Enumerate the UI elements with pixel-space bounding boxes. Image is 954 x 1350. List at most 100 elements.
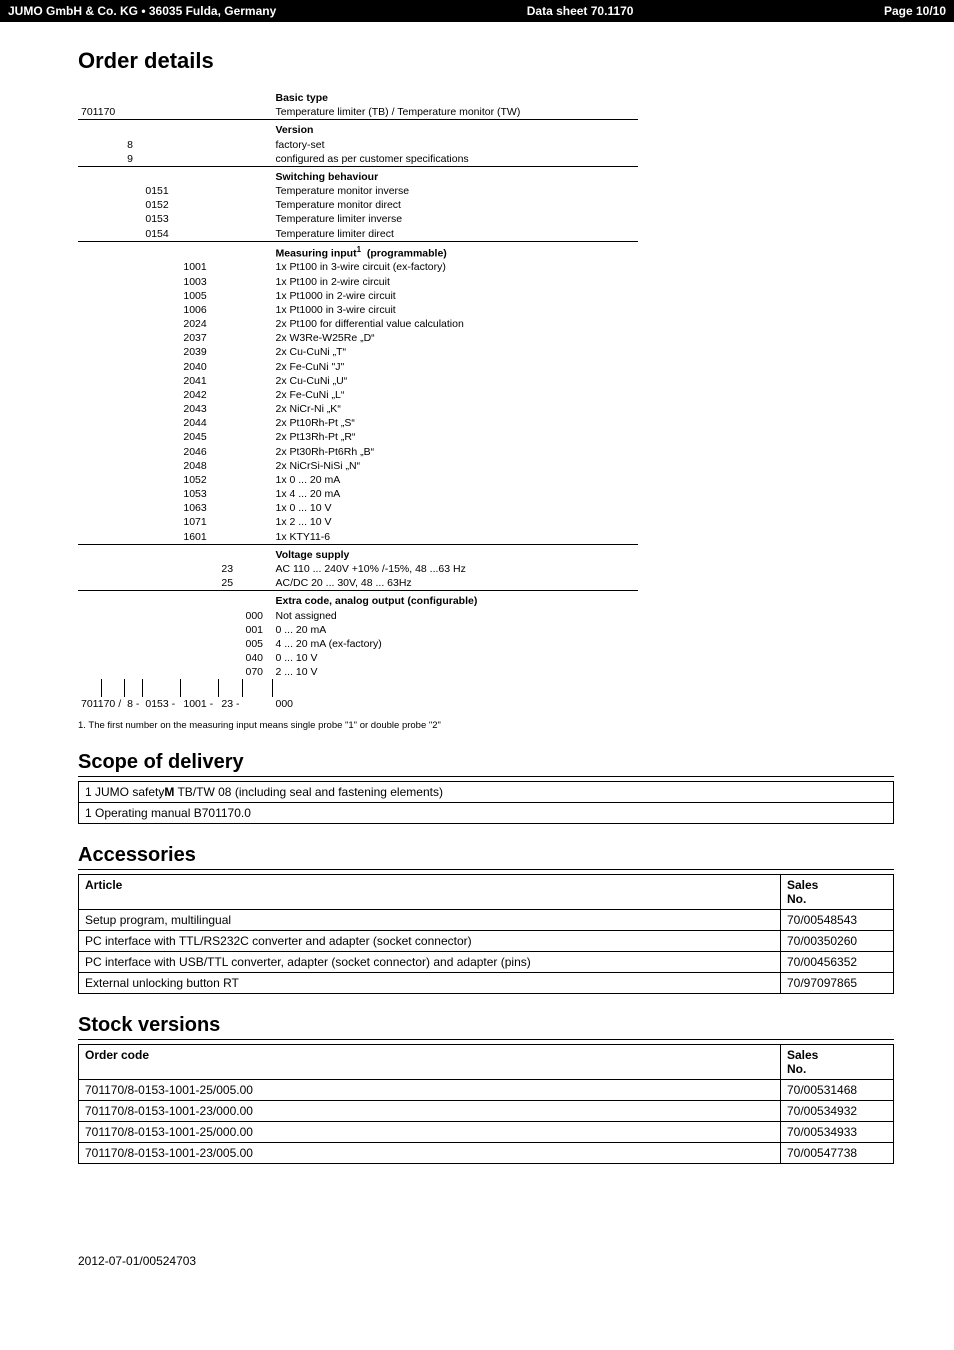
order-desc: 0 ... 20 mA — [272, 623, 638, 637]
order-desc: 1x Pt1000 in 3-wire circuit — [272, 303, 638, 317]
order-desc: 1x Pt1000 in 2-wire circuit — [272, 289, 638, 303]
order-desc: 1x 4 ... 20 mA — [272, 487, 638, 501]
header-mid: Data sheet 70.1170 — [527, 4, 634, 18]
order-code: 2024 — [180, 317, 218, 331]
order-table: Basic type 701170 Temperature limiter (T… — [78, 88, 638, 712]
table-cell: 70/00456352 — [781, 951, 894, 972]
order-desc: 2x Pt30Rh-Pt6Rh „B“ — [272, 445, 638, 459]
order-code: 2043 — [180, 402, 218, 416]
acc-col-article: Article — [79, 874, 781, 909]
accessories-table: Article Sales No. Setup program, multili… — [78, 874, 894, 994]
table-cell: 70/00547738 — [781, 1142, 894, 1163]
order-desc: 2x Fe-CuNi "J" — [272, 360, 638, 374]
order-desc: AC/DC 20 ... 30V, 48 ... 63Hz — [272, 576, 638, 591]
order-code: 2048 — [180, 459, 218, 473]
basic-type-label: Basic type — [272, 88, 638, 105]
order-footnote: 1. The first number on the measuring inp… — [78, 720, 894, 731]
order-code: 001 — [242, 623, 272, 637]
accessories-title: Accessories — [78, 844, 894, 870]
order-desc: configured as per customer specification… — [272, 152, 638, 167]
order-desc: factory-set — [272, 138, 638, 152]
order-desc: 2x W3Re-W25Re „D“ — [272, 331, 638, 345]
order-code: 2039 — [180, 345, 218, 359]
order-desc: Not assigned — [272, 609, 638, 623]
table-cell: 701170/8-0153-1001-23/005.00 — [79, 1142, 781, 1163]
order-desc: 1x Pt100 in 2-wire circuit — [272, 275, 638, 289]
table-cell: 70/00534933 — [781, 1121, 894, 1142]
switching-label: Switching behaviour — [272, 166, 638, 184]
table-cell: PC interface with TTL/RS232C converter a… — [79, 930, 781, 951]
order-code: 1053 — [180, 487, 218, 501]
page-header: JUMO GmbH & Co. KG • 36035 Fulda, German… — [0, 0, 954, 22]
order-desc: 2x NiCr-Ni „K“ — [272, 402, 638, 416]
order-code: 2045 — [180, 430, 218, 444]
stock-col-sales: Sales No. — [781, 1044, 894, 1079]
order-code: 1006 — [180, 303, 218, 317]
order-desc: Temperature limiter direct — [272, 227, 638, 242]
basic-type-code: 701170 — [78, 105, 124, 120]
header-right: Page 10/10 — [884, 4, 946, 18]
table-cell: 70/00534932 — [781, 1100, 894, 1121]
table-cell: Setup program, multilingual — [79, 909, 781, 930]
order-code: 005 — [242, 637, 272, 651]
stock-table: Order code Sales No. 701170/8-0153-1001-… — [78, 1044, 894, 1164]
order-desc: 2x Fe-CuNi „L“ — [272, 388, 638, 402]
order-code: 0151 — [142, 184, 180, 198]
order-desc: 1x KTY11-6 — [272, 530, 638, 545]
order-code: 0152 — [142, 198, 180, 212]
order-code: 070 — [242, 665, 272, 679]
stock-col-code: Order code — [79, 1044, 781, 1079]
scope-title: Scope of delivery — [78, 751, 894, 777]
header-left: JUMO GmbH & Co. KG • 36035 Fulda, German… — [8, 4, 276, 18]
order-code: 040 — [242, 651, 272, 665]
order-code: 2040 — [180, 360, 218, 374]
extra-label: Extra code, analog output (configurable) — [272, 591, 638, 609]
basic-type-text: Temperature limiter (TB) / Temperature m… — [272, 105, 638, 120]
scope-table: 1 JUMO safetyM TB/TW 08 (including seal … — [78, 781, 894, 824]
order-code: 2046 — [180, 445, 218, 459]
table-cell: 701170/8-0153-1001-25/005.00 — [79, 1079, 781, 1100]
order-desc: Temperature limiter inverse — [272, 212, 638, 226]
version-label: Version — [272, 120, 638, 138]
order-code: 9 — [124, 152, 142, 167]
order-code: 0154 — [142, 227, 180, 242]
scope-row: 1 JUMO safetyM TB/TW 08 (including seal … — [79, 781, 894, 802]
order-code: 1052 — [180, 473, 218, 487]
table-cell: 70/00350260 — [781, 930, 894, 951]
table-cell: 70/00531468 — [781, 1079, 894, 1100]
order-desc: 1x 0 ... 20 mA — [272, 473, 638, 487]
order-code: 000 — [242, 609, 272, 623]
table-cell: 70/97097865 — [781, 972, 894, 993]
order-code: 1063 — [180, 501, 218, 515]
order-desc: 0 ... 10 V — [272, 651, 638, 665]
order-desc: 1x 0 ... 10 V — [272, 501, 638, 515]
order-desc: AC 110 ... 240V +10% /-15%, 48 ...63 Hz — [272, 562, 638, 576]
order-code: 1003 — [180, 275, 218, 289]
acc-col-sales: Sales No. — [781, 874, 894, 909]
page-footer: 2012-07-01/00524703 — [0, 1224, 954, 1288]
order-code: 23 — [218, 562, 242, 576]
order-code: 1001 — [180, 260, 218, 274]
order-desc: 2x Pt100 for differential value calculat… — [272, 317, 638, 331]
measuring-label: Measuring input1 (programmable) — [272, 241, 638, 260]
table-cell: 701170/8-0153-1001-25/000.00 — [79, 1121, 781, 1142]
stock-title: Stock versions — [78, 1014, 894, 1040]
order-details-title: Order details — [78, 48, 894, 74]
table-cell: 70/00548543 — [781, 909, 894, 930]
order-desc: 4 ... 20 mA (ex-factory) — [272, 637, 638, 651]
order-desc: 2x Pt10Rh-Pt „S“ — [272, 416, 638, 430]
order-code: 8 — [124, 138, 142, 152]
order-code: 2042 — [180, 388, 218, 402]
order-code: 1005 — [180, 289, 218, 303]
order-code: 0153 — [142, 212, 180, 226]
table-cell: PC interface with USB/TTL converter, ada… — [79, 951, 781, 972]
order-desc: 2x NiCrSi-NiSi „N“ — [272, 459, 638, 473]
table-cell: External unlocking button RT — [79, 972, 781, 993]
order-code: 25 — [218, 576, 242, 591]
order-desc: 2x Pt13Rh-Pt „R“ — [272, 430, 638, 444]
order-desc: 1x 2 ... 10 V — [272, 515, 638, 529]
order-desc: Temperature monitor inverse — [272, 184, 638, 198]
order-desc: 2x Cu-CuNi „T“ — [272, 345, 638, 359]
order-code: 2037 — [180, 331, 218, 345]
order-code: 2044 — [180, 416, 218, 430]
